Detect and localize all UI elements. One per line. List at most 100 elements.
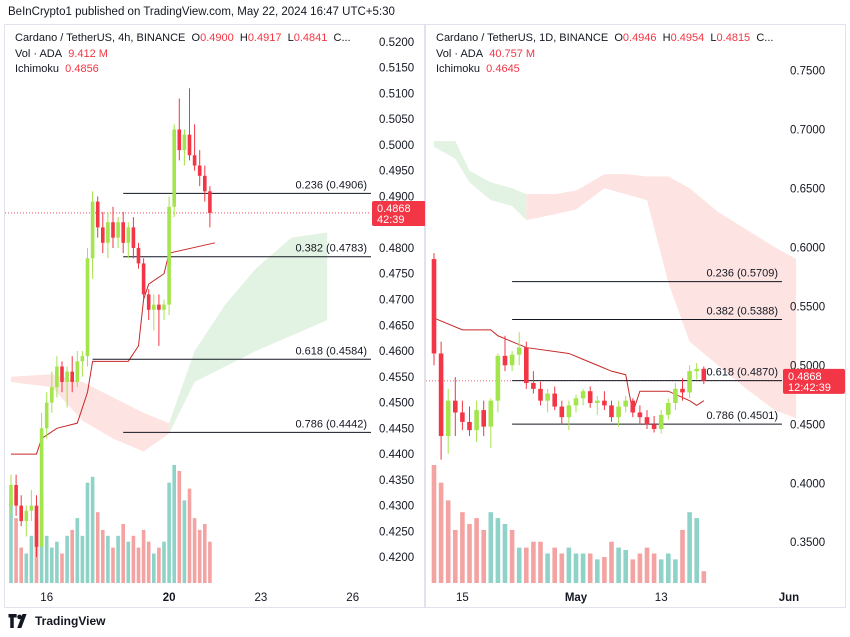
volume-bar (60, 553, 64, 583)
candle-body (630, 400, 636, 413)
fib-level-label: 0.236 (0.4906) (295, 179, 367, 191)
volume-bar (580, 553, 586, 583)
volume-bar (651, 553, 657, 583)
volume-bar (481, 529, 486, 583)
candle-body (197, 165, 202, 176)
fib-level-label: 0.786 (0.4501) (706, 410, 778, 422)
y-axis-tick-label: 0.4200 (379, 552, 414, 564)
candle-body (531, 382, 536, 389)
y-axis-tick-label: 0.6000 (790, 242, 825, 254)
open-label: O (614, 32, 623, 44)
volume-bar (609, 541, 614, 583)
candle-body (595, 400, 600, 404)
y-axis-tick-label: 0.4800 (379, 243, 414, 255)
fib-level-label: 0.382 (0.5388) (706, 305, 778, 317)
candle-body (141, 263, 146, 295)
volume-bar (182, 500, 187, 583)
y-axis-tick-label: 0.4600 (379, 346, 414, 358)
volume-bar (488, 512, 494, 583)
price-tag-background (372, 200, 426, 226)
y-axis-tick-label: 0.4900 (379, 191, 414, 203)
candle-body (587, 391, 593, 404)
high-label: H (239, 32, 248, 44)
volume-bar (9, 500, 13, 583)
candle-body (502, 355, 508, 366)
volume-bar (126, 541, 131, 583)
y-axis-tick-label: 0.4400 (379, 449, 414, 461)
candle-body (50, 387, 54, 403)
y-axis-tick-label: 0.5500 (790, 301, 825, 313)
volume-bar (559, 553, 565, 583)
price-tag-countdown: 12:42:39 (788, 382, 831, 394)
candle-body (481, 410, 486, 427)
candle-body (509, 354, 515, 366)
volume-bar (162, 541, 166, 583)
volume-bar (623, 549, 628, 583)
ichimoku-cloud-green (434, 141, 527, 221)
y-axis-tick-label: 0.4700 (379, 295, 414, 307)
y-axis-tick-label: 0.4950 (379, 166, 414, 178)
volume-bar (111, 547, 115, 583)
ichimoku-tenkan-line (11, 242, 216, 455)
volume-bar (146, 541, 151, 583)
volume-bar (687, 512, 692, 583)
candle-body (177, 129, 182, 151)
volume-bar (524, 547, 529, 583)
y-axis-tick-label: 0.7000 (790, 124, 825, 136)
chart-pane-1d[interactable]: Cardano / TetherUS, 1D, BINANCE O0.4946 … (425, 24, 846, 608)
candle-body (637, 412, 643, 418)
chart-pane-4h[interactable]: Cardano / TetherUS, 4h, BINANCE O0.4900 … (4, 24, 426, 609)
candle-body (162, 304, 166, 310)
y-axis-tick-label: 0.5150 (379, 63, 414, 75)
volume-bar (431, 465, 437, 583)
chart-legend: Cardano / TetherUS, 4h, BINANCE O0.4900 … (15, 31, 351, 78)
candle-body (167, 206, 171, 305)
volume-bar (44, 535, 49, 583)
candle-body (609, 405, 614, 418)
y-axis-tick-label: 0.5100 (379, 88, 414, 100)
candle-body (39, 428, 44, 547)
y-axis-tick-label: 0.4250 (379, 526, 414, 538)
y-axis-tick-label: 0.4750 (379, 269, 414, 281)
y-axis-tick-label: 0.5050 (379, 114, 414, 126)
volume-bar (65, 535, 69, 583)
candle-body (136, 247, 141, 264)
candle-body (673, 388, 678, 404)
candle-body (453, 400, 458, 413)
price-tag-countdown: 42:39 (377, 214, 405, 226)
tradingview-brand[interactable]: TradingView (8, 614, 105, 628)
low-value: 0.4841 (293, 32, 328, 44)
candle-body (431, 259, 437, 354)
x-axis-tick-label: 20 (163, 592, 176, 604)
candle-body (203, 175, 207, 192)
chart-canvas-4h[interactable]: 0.236 (0.4906) 0.382 (0.4783) 0.618 (0.458… (5, 25, 426, 609)
x-axis-tick-label: May (565, 592, 588, 604)
volume-bar (644, 547, 650, 583)
x-axis-tick-label: 15 (456, 592, 469, 604)
chart-canvas-1d[interactable]: 0.236 (0.5709) 0.382 (0.5388) 0.618 (0.487… (426, 25, 847, 609)
ichimoku-value: 0.4856 (65, 63, 99, 75)
candle-body (187, 134, 192, 156)
volume-bar (467, 524, 472, 583)
candle-body (651, 424, 657, 429)
candle-body (116, 222, 120, 238)
candle-body (580, 391, 586, 399)
candle-body (90, 201, 95, 259)
candle-body (666, 403, 671, 415)
y-axis-tick-label: 0.5200 (379, 37, 414, 49)
candle-body (680, 388, 685, 393)
symbol-label: Cardano / TetherUS, 4h, BINANCE (15, 32, 186, 44)
ichimoku-cloud-red (11, 374, 170, 452)
volume-bar (106, 535, 110, 583)
volume-bar (197, 529, 202, 583)
candle-body (474, 410, 479, 431)
candle-body (95, 201, 100, 228)
fib-level-label: 0.786 (0.4442) (295, 418, 367, 430)
x-axis-tick-label: 26 (346, 592, 359, 604)
y-axis-tick-label: 0.4300 (379, 501, 414, 513)
volume-bar (192, 518, 197, 583)
volume-bar (29, 535, 34, 583)
volume-bar (19, 547, 23, 583)
candle-body (566, 405, 572, 418)
